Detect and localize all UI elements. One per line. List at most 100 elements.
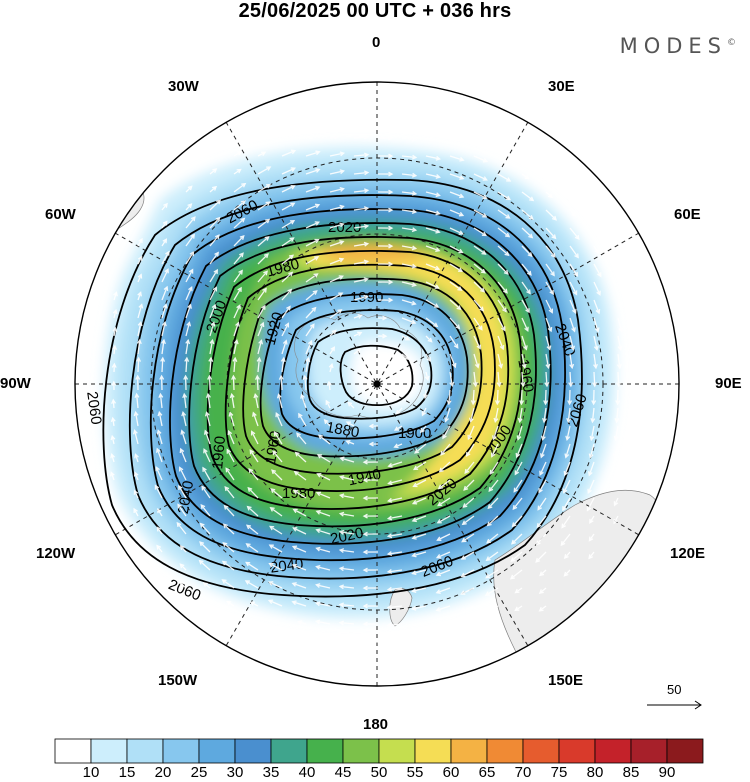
wind-arrow	[388, 605, 403, 609]
wind-arrowhead	[453, 118, 460, 124]
wind-arrowhead	[388, 297, 394, 303]
wind-arrow	[436, 605, 451, 611]
wind-arrow	[449, 299, 461, 310]
wind-arrow	[545, 209, 557, 221]
wind-arrowhead	[231, 374, 237, 380]
wind-arrow	[545, 353, 550, 368]
wind-arrowhead	[505, 214, 511, 219]
wind-arrow	[461, 569, 475, 578]
wind-arrow	[473, 263, 486, 274]
wind-arrow	[272, 450, 283, 463]
colorbar-tick-label: 70	[514, 764, 532, 781]
wind-arrow	[281, 358, 285, 373]
wind-arrowhead	[206, 392, 211, 399]
wind-arrowhead	[110, 434, 116, 441]
wind-arrow	[425, 227, 440, 233]
wind-arrow	[520, 389, 523, 405]
wind-arrowhead	[339, 240, 345, 245]
wind-arrowhead	[111, 362, 117, 368]
wind-arrow	[135, 394, 139, 409]
wind-arrowhead	[363, 206, 370, 212]
wind-arrow	[203, 449, 211, 463]
wind-arrowhead	[290, 184, 296, 190]
wind-arrow	[412, 587, 427, 592]
wind-arrow	[300, 394, 307, 409]
wind-arrowhead	[282, 339, 288, 345]
wind-arrowhead	[412, 482, 418, 488]
wind-arrow	[275, 412, 283, 427]
wind-arrow	[257, 288, 267, 301]
wind-arrowhead	[539, 470, 544, 476]
wind-arrowhead	[435, 192, 441, 198]
wind-arrow	[305, 290, 318, 301]
wind-arrow	[281, 185, 295, 193]
wind-arrow	[521, 191, 534, 201]
wind-arrowhead	[224, 485, 230, 492]
wind-arrowhead	[498, 363, 504, 369]
wind-arrowhead	[485, 556, 491, 561]
colorbar-swatch	[270, 738, 308, 764]
wind-arrow	[401, 155, 416, 159]
wind-arrowhead	[574, 234, 580, 240]
wind-arrow	[209, 322, 215, 337]
wind-arrowhead	[456, 305, 462, 311]
wind-arrowhead	[265, 218, 271, 224]
wind-arrow	[305, 307, 317, 319]
wind-arrowhead	[388, 153, 394, 159]
wind-arrowhead	[565, 435, 571, 442]
wind-arrowhead	[426, 356, 431, 362]
wind-arrowhead	[362, 603, 368, 609]
wind-arrowhead	[160, 356, 166, 362]
wind-arrowhead	[514, 588, 520, 594]
wind-arrow	[492, 425, 499, 440]
wind-arrowhead	[300, 393, 305, 399]
contour-label: 2060	[83, 390, 104, 425]
wind-arrowhead	[263, 270, 268, 276]
wind-arrowhead	[550, 252, 556, 258]
wind-arrowhead	[258, 339, 264, 345]
wind-arrowhead	[267, 599, 274, 605]
wind-arrow	[545, 245, 556, 258]
wind-arrow	[401, 263, 416, 268]
colorbar-tick-label: 10	[82, 764, 100, 781]
wind-arrow	[256, 375, 259, 391]
wind-arrow	[462, 497, 475, 508]
wind-arrowhead	[459, 608, 466, 613]
lon-label-60w: 60W	[45, 206, 76, 223]
wind-arrow	[569, 317, 576, 332]
wind-arrowhead	[561, 523, 566, 529]
wind-arrow	[305, 324, 315, 337]
wind-arrow	[185, 269, 194, 283]
colorbar-swatch	[90, 738, 128, 764]
wind-arrowhead	[202, 582, 208, 587]
wind-arrow	[245, 580, 259, 589]
wind-arrowhead	[616, 382, 622, 388]
wind-arrow	[473, 173, 487, 181]
wind-arrowhead	[411, 282, 417, 287]
wind-arrowhead	[314, 221, 320, 226]
wind-arrowhead	[338, 566, 345, 572]
wind-arrow	[252, 412, 259, 427]
colorbar-swatch	[306, 738, 344, 764]
wind-arrow	[497, 317, 506, 331]
wind-arrow	[209, 269, 218, 283]
wind-arrowhead	[478, 325, 483, 331]
lon-label-120e: 120E	[670, 545, 706, 562]
wind-arrowhead	[639, 376, 645, 382]
wind-arrowhead	[616, 363, 622, 370]
wind-arrowhead	[157, 410, 163, 417]
lon-label-30w: 30W	[168, 78, 199, 95]
lon-label-150w: 150W	[158, 672, 198, 689]
wind-arrow	[185, 357, 188, 373]
wind-arrowhead	[411, 534, 417, 540]
wind-speed-field	[103, 146, 616, 619]
wind-arrow	[563, 479, 571, 493]
wind-arrowhead	[496, 381, 502, 388]
wind-arrowhead	[387, 497, 393, 503]
lon-label-90w: 90W	[0, 375, 31, 392]
wind-arrowhead	[546, 345, 552, 351]
wind-arrow	[305, 239, 319, 247]
wind-arrowhead	[615, 400, 621, 406]
wind-arrowhead	[286, 305, 291, 311]
wind-arrowhead	[412, 465, 419, 471]
